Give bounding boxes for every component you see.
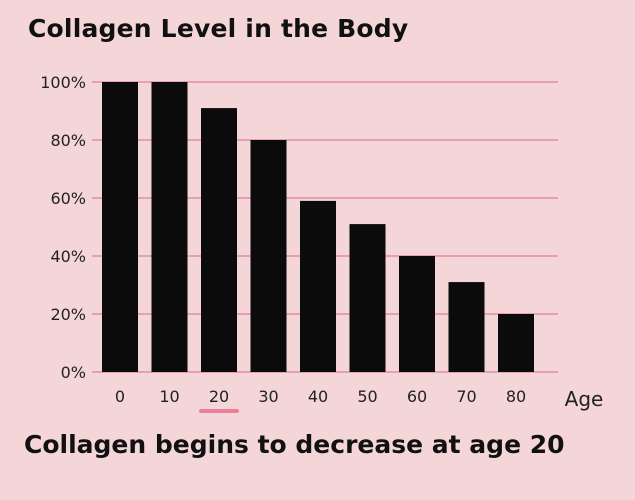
x-tick-label: 60	[407, 387, 427, 406]
bar-age-50	[349, 224, 386, 372]
x-tick-label: 20	[209, 387, 229, 406]
bar-age-60	[399, 256, 435, 372]
bar-age-10	[151, 82, 188, 372]
chart-title: Collagen Level in the Body	[28, 14, 409, 43]
x-tick-label: 80	[506, 387, 526, 406]
bar-age-80	[498, 314, 534, 372]
bar-age-30	[250, 140, 287, 372]
bar-age-20	[201, 108, 237, 372]
bars	[102, 82, 534, 372]
y-tick-label: 0%	[61, 363, 86, 382]
y-tick-label: 60%	[50, 189, 86, 208]
y-axis-ticks: 0% 20% 40% 60% 80% 100%	[40, 73, 86, 382]
y-tick-label: 100%	[40, 73, 86, 92]
chart-caption: Collagen begins to decrease at age 20	[24, 430, 565, 459]
x-tick-label: 30	[258, 387, 278, 406]
y-tick-label: 80%	[50, 131, 86, 150]
x-axis-label: Age	[565, 387, 604, 411]
x-tick-label: 0	[115, 387, 125, 406]
x-axis-ticks: 0 10 20 30 40 50 60 70 80	[115, 387, 526, 413]
y-tick-label: 40%	[50, 247, 86, 266]
x-tick-label: 50	[357, 387, 377, 406]
x-tick-label: 70	[456, 387, 476, 406]
bar-age-70	[448, 282, 485, 372]
bar-age-0	[102, 82, 138, 372]
y-tick-label: 20%	[50, 305, 86, 324]
x-tick-label: 10	[159, 387, 179, 406]
x-tick-label: 40	[308, 387, 328, 406]
bar-age-40	[300, 200, 336, 372]
